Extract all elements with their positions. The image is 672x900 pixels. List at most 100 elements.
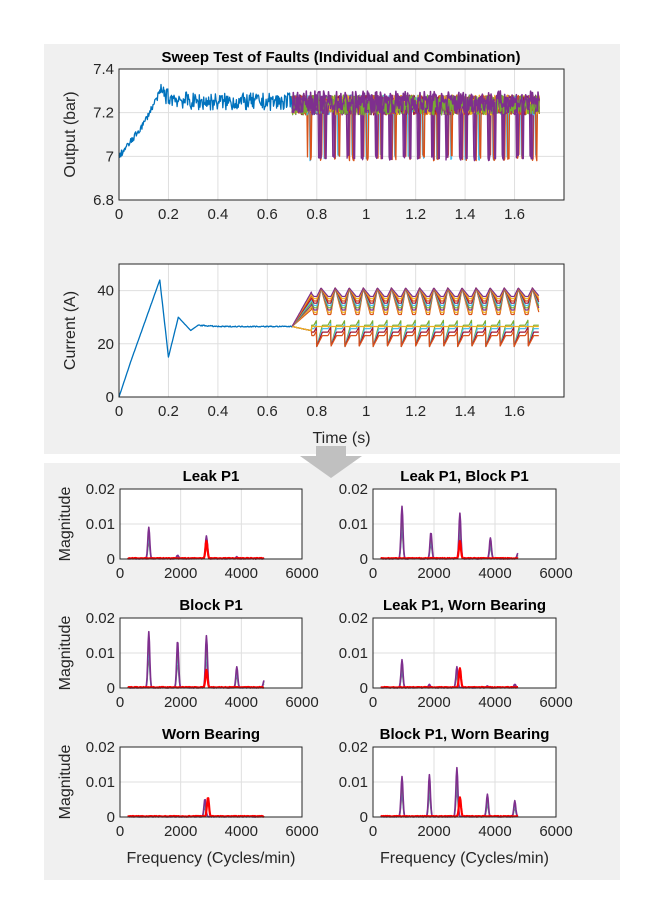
x-tick-label: 0 — [116, 694, 124, 711]
down-arrow-icon — [300, 446, 362, 478]
axes-box — [119, 488, 303, 560]
x-tick-label: 1.4 — [455, 206, 476, 223]
y-axis-label: Output (bar) — [62, 91, 79, 177]
x-tick-label: 2000 — [164, 565, 197, 582]
x-tick-label: 0.8 — [306, 403, 327, 420]
axes-box — [372, 617, 557, 689]
x-tick-label: 2000 — [417, 694, 450, 711]
subplot-title: Block P1 — [179, 597, 242, 614]
axes-s3: 0 2000 4000 6000 0 0.01 0.02 Magnitude Block P1 — [57, 597, 319, 711]
x-tick-label: 1 — [362, 206, 370, 223]
y-tick-label: 0.01 — [86, 645, 115, 662]
nominal-trace — [118, 279, 293, 398]
x-tick-label: 0.4 — [207, 403, 228, 420]
series-group — [118, 279, 540, 398]
x-tick-label: 1.6 — [504, 403, 525, 420]
x-tick-label: 0.6 — [257, 206, 278, 223]
nominal-spectrum-trace — [127, 797, 265, 818]
x-tick-label: 0 — [116, 823, 124, 840]
y-tick-label: 0.01 — [86, 774, 115, 791]
x-tick-label: 0 — [369, 694, 377, 711]
axes-current: 0 0.2 0.4 0.6 0.8 1 1.2 1.4 1.6 0 20 40 Current (A) T… — [62, 263, 565, 447]
x-tick-label: 6000 — [285, 694, 318, 711]
x-tick-label: 2000 — [164, 823, 197, 840]
x-tick-label: 4000 — [478, 823, 511, 840]
x-tick-label: 1.2 — [405, 403, 426, 420]
x-tick-label: 4000 — [478, 565, 511, 582]
figure-title: Sweep Test of Faults (Individual and Com… — [162, 49, 521, 66]
series-group — [118, 83, 541, 162]
x-tick-label: 0 — [369, 823, 377, 840]
y-axis-label: Current (A) — [62, 291, 79, 370]
x-tick-label: 0.2 — [158, 206, 179, 223]
plot-area — [119, 69, 564, 200]
x-tick-label: 0 — [116, 565, 124, 582]
y-tick-label: 20 — [97, 336, 114, 353]
axes-s2: 0 2000 4000 6000 0 0.01 0.02 Leak P1, Block P1 — [339, 468, 573, 582]
x-tick-label: 4000 — [478, 694, 511, 711]
x-tick-label: 1 — [362, 403, 370, 420]
y-tick-label: 0.02 — [86, 481, 115, 498]
x-tick-label: 6000 — [539, 823, 572, 840]
axes-box — [372, 746, 557, 818]
axes-s1: 0 2000 4000 6000 0 0.01 0.02 Magnitude Leak P1 — [57, 468, 319, 582]
axes-box — [372, 488, 557, 560]
y-tick-label: 0 — [107, 551, 115, 568]
axes-box — [118, 68, 565, 201]
x-tick-label: 2000 — [417, 823, 450, 840]
x-tick-label: 4000 — [225, 694, 258, 711]
subplot-title: Block P1, Worn Bearing — [380, 726, 550, 743]
y-tick-label: 7.2 — [93, 105, 114, 122]
x-tick-label: 1.6 — [504, 206, 525, 223]
x-tick-label: 0.4 — [207, 206, 228, 223]
x-tick-label: 1.2 — [405, 206, 426, 223]
x-tick-label: 4000 — [225, 565, 258, 582]
y-tick-label: 0 — [107, 809, 115, 826]
subplot-title: Leak P1 — [183, 468, 240, 485]
x-tick-label: 0 — [369, 565, 377, 582]
x-axis-label: Frequency (Cycles/min) — [127, 850, 296, 867]
x-axis-label: Time (s) — [312, 430, 370, 447]
axes-box — [118, 263, 565, 398]
y-tick-label: 7.4 — [93, 61, 114, 78]
y-axis-label: Magnitude — [57, 616, 74, 691]
nominal-spectrum-trace — [380, 796, 519, 818]
x-tick-label: 0 — [115, 206, 123, 223]
nominal-spectrum-trace — [380, 539, 519, 560]
y-tick-label: 7 — [106, 148, 114, 165]
x-tick-label: 6000 — [285, 565, 318, 582]
axes-s5: 0 2000 4000 6000 0 0.01 0.02 Magnitude Frequency… — [57, 726, 319, 867]
subplot-title: Leak P1, Block P1 — [400, 468, 528, 485]
fault-trace — [291, 325, 539, 332]
y-tick-label: 0 — [360, 680, 368, 697]
x-tick-label: 6000 — [539, 565, 572, 582]
fault-trace — [291, 90, 541, 160]
y-tick-label: 0.01 — [339, 645, 368, 662]
plot-area — [119, 264, 564, 397]
axes-output: 0 0.2 0.4 0.6 0.8 1 1.2 1.4 1.6 6.8 7 7.2 7.4 Output … — [62, 61, 565, 223]
y-tick-label: 0 — [360, 551, 368, 568]
y-tick-label: 0.01 — [339, 516, 368, 533]
y-tick-label: 0.02 — [339, 481, 368, 498]
axes-box — [119, 746, 303, 818]
y-tick-label: 0.01 — [86, 516, 115, 533]
subplot-title: Leak P1, Worn Bearing — [383, 597, 546, 614]
y-tick-label: 0.02 — [339, 610, 368, 627]
y-tick-label: 0.01 — [339, 774, 368, 791]
x-axis-label: Frequency (Cycles/min) — [380, 850, 549, 867]
y-tick-label: 0.02 — [86, 610, 115, 627]
nominal-trace — [118, 83, 293, 158]
y-tick-label: 6.8 — [93, 192, 114, 209]
x-tick-label: 6000 — [539, 694, 572, 711]
fault-trace — [291, 287, 540, 327]
x-tick-label: 0.6 — [257, 403, 278, 420]
y-tick-label: 0.02 — [86, 739, 115, 756]
x-tick-label: 0.8 — [306, 206, 327, 223]
x-tick-label: 1.4 — [455, 403, 476, 420]
x-tick-label: 6000 — [285, 823, 318, 840]
nominal-spectrum-trace — [127, 668, 265, 689]
axes-s6: 0 2000 4000 6000 0 0.01 0.02 Frequency (Cycles/… — [339, 726, 573, 867]
fault-trace — [291, 325, 539, 348]
axes-s4: 0 2000 4000 6000 0 0.01 0.02 Leak P1, Worn Bear… — [339, 597, 573, 711]
